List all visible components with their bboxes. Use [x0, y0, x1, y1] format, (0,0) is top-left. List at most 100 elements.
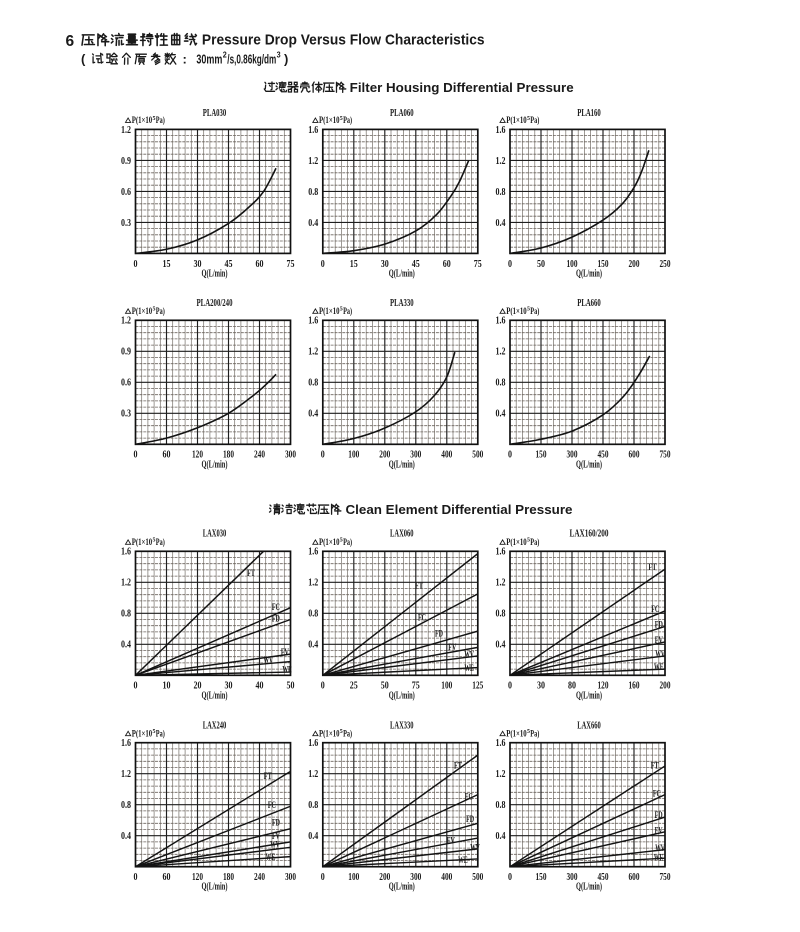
svg-text:Q(L/min): Q(L/min) [576, 459, 602, 470]
svg-text:400: 400 [441, 872, 452, 883]
svg-text:Q(L/min): Q(L/min) [389, 882, 415, 893]
svg-text:0: 0 [508, 681, 512, 692]
svg-text:Clean Element Differential Pre: Clean Element Differential Pressure [346, 503, 573, 517]
svg-text:0.4: 0.4 [121, 640, 131, 651]
svg-text:0: 0 [508, 450, 512, 461]
svg-text:Pa): Pa) [156, 537, 165, 548]
svg-text:1.6: 1.6 [308, 125, 318, 136]
svg-text:0.6: 0.6 [121, 378, 131, 389]
svg-text:20: 20 [194, 681, 202, 692]
svg-text:200: 200 [379, 450, 390, 461]
svg-text:5: 5 [527, 537, 531, 544]
svg-text:180: 180 [223, 450, 234, 461]
svg-text:10: 10 [163, 681, 171, 692]
svg-text:1.2: 1.2 [496, 156, 506, 167]
svg-text:1.6: 1.6 [308, 547, 318, 558]
svg-text:0.4: 0.4 [496, 640, 506, 651]
svg-text:240: 240 [254, 872, 265, 883]
svg-text:50: 50 [381, 681, 389, 692]
svg-text:Q(L/min): Q(L/min) [202, 268, 228, 279]
svg-text:P(1×10: P(1×10 [132, 537, 153, 548]
svg-text:0.8: 0.8 [496, 187, 506, 198]
svg-text:0.8: 0.8 [121, 800, 131, 811]
svg-text:FD: FD [272, 818, 280, 828]
svg-text:30: 30 [537, 681, 545, 692]
svg-text:Pa): Pa) [530, 728, 539, 739]
svg-text:750: 750 [660, 450, 671, 461]
svg-text:150: 150 [598, 259, 609, 270]
svg-text:0: 0 [134, 259, 138, 270]
svg-text:75: 75 [287, 259, 295, 270]
svg-text:0: 0 [321, 872, 325, 883]
svg-text:1.2: 1.2 [496, 578, 506, 589]
svg-text:5: 5 [340, 115, 344, 122]
svg-text:WV: WV [270, 839, 280, 849]
svg-text:PLA660: PLA660 [577, 298, 601, 309]
svg-text:0.4: 0.4 [308, 640, 318, 651]
svg-text:0.8: 0.8 [496, 609, 506, 620]
svg-text:45: 45 [225, 259, 233, 270]
svg-text:400: 400 [441, 450, 452, 461]
svg-text:FC: FC [418, 612, 426, 622]
svg-text:FD: FD [655, 810, 663, 820]
svg-text:WV: WV [470, 843, 480, 853]
svg-text:2: 2 [223, 51, 227, 60]
svg-text:5: 5 [527, 728, 531, 735]
svg-text:5: 5 [340, 537, 344, 544]
svg-text:125: 125 [472, 681, 483, 692]
svg-text:75: 75 [474, 259, 482, 270]
svg-text:1.6: 1.6 [121, 738, 131, 749]
svg-text:P(1×10: P(1×10 [132, 728, 153, 739]
svg-text:FT: FT [247, 568, 255, 578]
svg-text:Pa): Pa) [343, 728, 352, 739]
svg-text:1.6: 1.6 [496, 125, 506, 136]
svg-text:30: 30 [225, 681, 233, 692]
svg-text:P(1×10: P(1×10 [319, 115, 340, 126]
svg-text:1.6: 1.6 [496, 316, 506, 327]
svg-text:1.2: 1.2 [496, 769, 506, 780]
svg-text:240: 240 [254, 450, 265, 461]
svg-text:200: 200 [629, 259, 640, 270]
svg-text:300: 300 [567, 450, 578, 461]
svg-text:LAX030: LAX030 [203, 528, 227, 539]
svg-text:FV: FV [447, 836, 455, 846]
svg-text:FT: FT [415, 581, 423, 591]
svg-text:160: 160 [629, 681, 640, 692]
svg-text:0.8: 0.8 [308, 378, 318, 389]
svg-text:450: 450 [598, 450, 609, 461]
svg-text:0: 0 [321, 259, 325, 270]
svg-text:600: 600 [629, 872, 640, 883]
svg-text:P(1×10: P(1×10 [319, 306, 340, 317]
svg-text:WE: WE [282, 665, 292, 675]
svg-text:15: 15 [350, 259, 358, 270]
svg-text:Q(L/min): Q(L/min) [576, 690, 602, 701]
svg-text:0: 0 [321, 450, 325, 461]
svg-text:0.4: 0.4 [308, 218, 318, 229]
svg-text:P(1×10: P(1×10 [132, 306, 153, 317]
svg-text:FC: FC [651, 604, 659, 614]
svg-text:0.8: 0.8 [121, 609, 131, 620]
svg-text:0: 0 [508, 259, 512, 270]
svg-text:Filter Housing Differential Pr: Filter Housing Differential Pressure [350, 81, 574, 95]
svg-text:0.8: 0.8 [308, 187, 318, 198]
svg-text:WE: WE [654, 662, 664, 672]
svg-text:1.2: 1.2 [308, 347, 318, 358]
svg-text:1.6: 1.6 [308, 738, 318, 749]
svg-text:75: 75 [412, 681, 420, 692]
svg-text:0: 0 [321, 681, 325, 692]
svg-text:0: 0 [508, 872, 512, 883]
svg-text:FD: FD [435, 629, 443, 639]
svg-text:5: 5 [527, 115, 531, 122]
svg-text:450: 450 [598, 872, 609, 883]
svg-text:750: 750 [660, 872, 671, 883]
svg-text:1.2: 1.2 [496, 347, 506, 358]
svg-text:50: 50 [537, 259, 545, 270]
svg-text:5: 5 [153, 537, 157, 544]
svg-text:1.2: 1.2 [121, 769, 131, 780]
svg-text:WE: WE [266, 852, 276, 862]
svg-text:Pa): Pa) [343, 306, 352, 317]
svg-text:LAX240: LAX240 [203, 721, 227, 732]
svg-text:FV: FV [655, 826, 663, 836]
svg-text:60: 60 [256, 259, 264, 270]
svg-text:0: 0 [134, 681, 138, 692]
